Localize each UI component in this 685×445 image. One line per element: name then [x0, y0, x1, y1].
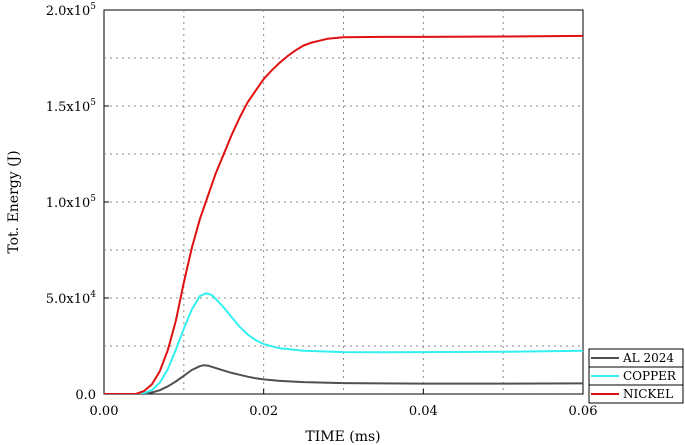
- legend: AL 2024 COPPER NICKEL: [588, 348, 684, 404]
- gridlines: [104, 10, 583, 394]
- series-line-al-2024: [104, 364, 583, 394]
- x-axis-title: TIME (ms): [305, 429, 380, 445]
- y-axis-title: Tot. Energy (J): [6, 150, 22, 253]
- legend-label: COPPER: [623, 369, 677, 383]
- series-lines: [104, 34, 583, 394]
- legend-label: AL 2024: [622, 351, 674, 365]
- x-tick-label: 0.02: [249, 404, 278, 419]
- axis-ticks: 0.00 0.02 0.04 0.06 0.0 5.0x104 1.0x105 1.5x105…: [46, 2, 598, 419]
- series-line-nickel: [104, 34, 583, 394]
- y-tick-label: 1.0x105: [46, 194, 97, 211]
- x-tick-label: 0.00: [90, 404, 119, 419]
- y-tick-label: 5.0x104: [46, 290, 97, 307]
- y-tick-label: 0.0: [75, 388, 96, 403]
- y-tick-label: 1.5x105: [46, 98, 97, 115]
- x-tick-label: 0.06: [569, 404, 598, 419]
- legend-label: NICKEL: [623, 387, 673, 401]
- x-tick-label: 0.04: [409, 404, 438, 419]
- series-line-copper: [104, 292, 583, 394]
- y-tick-label: 2.0x105: [46, 2, 97, 19]
